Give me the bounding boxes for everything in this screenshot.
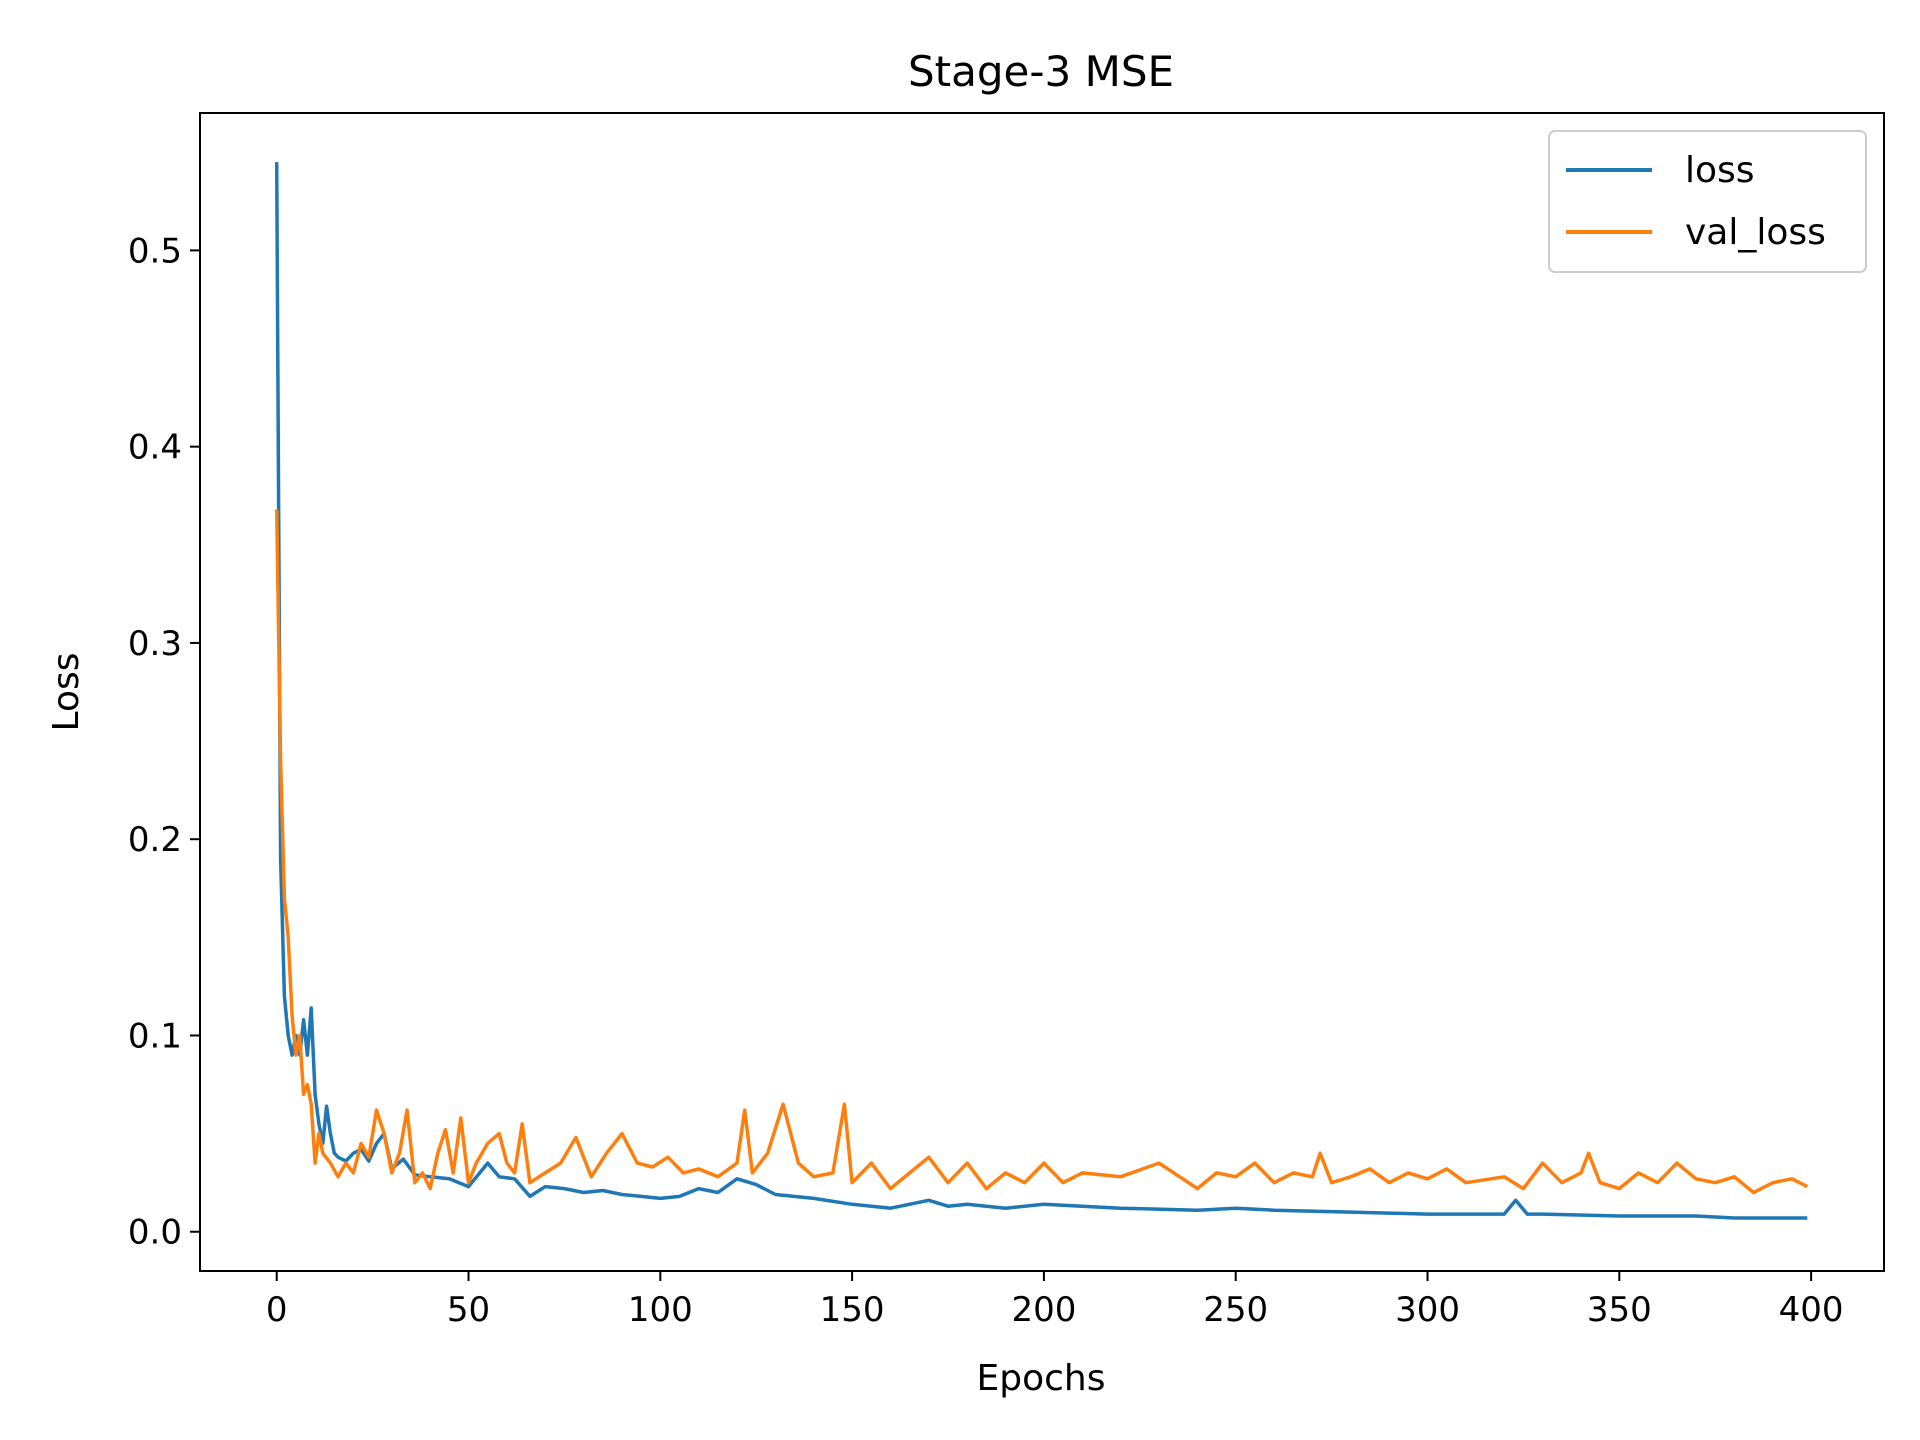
series-line-loss: [274, 162, 1808, 1220]
x-tick-label: 400: [1779, 1290, 1844, 1330]
x-tick-label: 350: [1587, 1290, 1652, 1330]
series-line-val-loss: [274, 509, 1809, 1195]
y-tick-label: 0.1: [128, 1016, 182, 1056]
y-tick-label: 0.0: [128, 1213, 182, 1253]
legend-label-val-loss: val_loss: [1685, 212, 1826, 253]
x-tick-label: 0: [266, 1290, 288, 1330]
y-tick-label: 0.4: [128, 428, 182, 468]
x-axis-title: Epochs: [977, 1358, 1106, 1399]
y-axis: 0.0 0.1 0.2 0.3 0.4 0.5: [128, 231, 200, 1253]
y-tick-label: 0.3: [128, 624, 182, 664]
plot-area: [199, 112, 1885, 1272]
chart-title: Stage-3 MSE: [908, 47, 1174, 96]
legend-box: [1548, 130, 1867, 273]
legend: loss val_loss: [1548, 130, 1867, 273]
y-tick-label: 0.2: [128, 820, 182, 860]
x-tick-label: 100: [628, 1290, 693, 1330]
x-tick-label: 200: [1011, 1290, 1076, 1330]
y-axis-title: Loss: [46, 653, 87, 732]
x-tick-label: 50: [447, 1290, 490, 1330]
x-tick-label: 150: [820, 1290, 885, 1330]
x-tick-label: 250: [1203, 1290, 1268, 1330]
plot-frame: [199, 112, 1885, 1272]
legend-label-loss: loss: [1685, 150, 1755, 191]
x-axis: 0 50 100 150 200 250 300 350 400: [266, 1271, 1844, 1330]
series-layer: [274, 162, 1809, 1220]
y-tick-label: 0.5: [128, 231, 182, 271]
x-tick-label: 300: [1395, 1290, 1460, 1330]
